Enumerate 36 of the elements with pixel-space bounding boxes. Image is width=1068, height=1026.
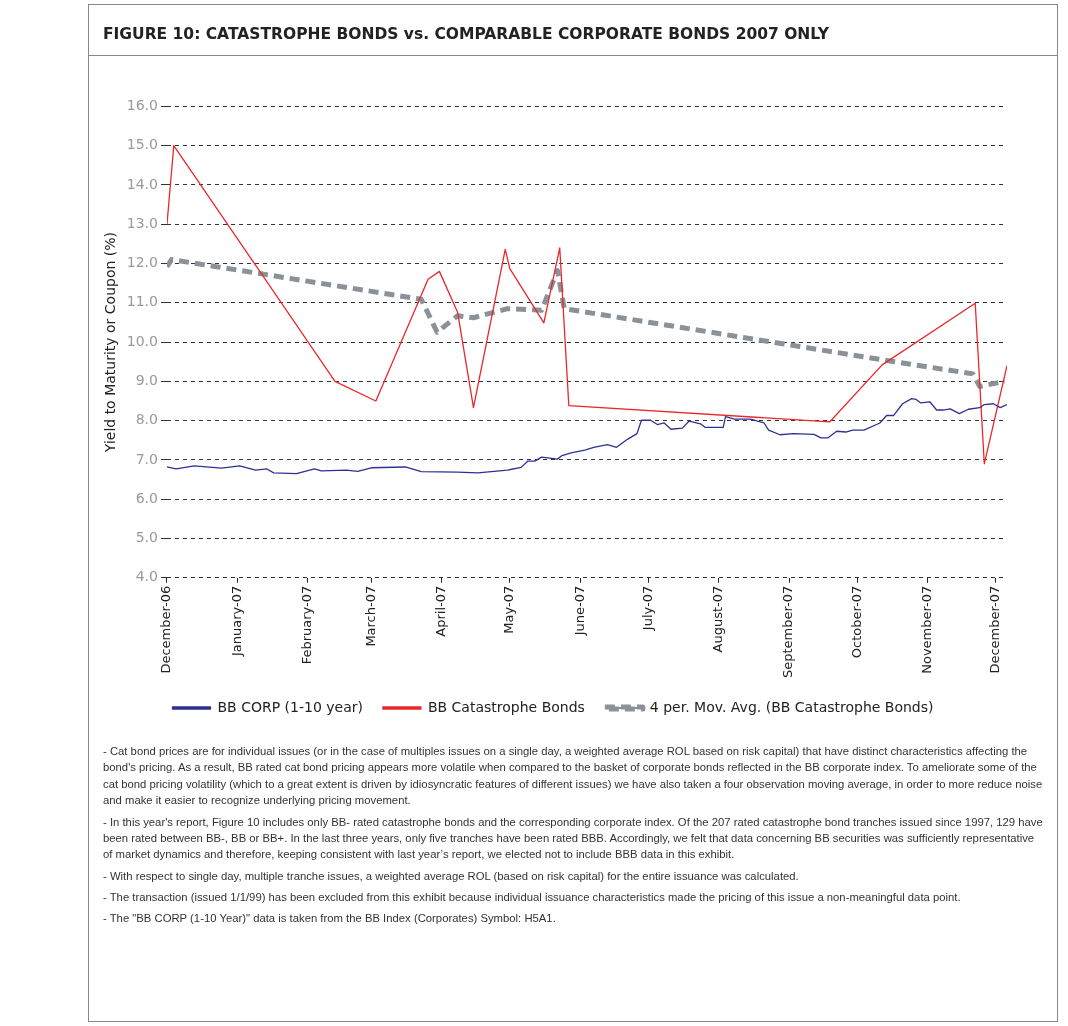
text: - In this year's report, Figure 10 includes only BB- rated catastrophe bonds and the corresponding corporate index. Of the 207 rated catastrophe bond tranches issued since 1997, 129 have been rated between BB-, BB or BB+. In the last three years, only five tranches have been rated BBB. Accordingly, we felt that data concerning BB securities was sufficiently representative of market dynamics and therefore, keeping consistent with last year’s report, we elected not to include BBB data in this exhibit. <box>103 814 1043 863</box>
text: - Cat bond prices are for individual issues (or in the case of multiples issues on a single day, a weighted average ROL based on risk capital) that have distinct characteristics affecting the bond's pricing. As a result, BB rated cat bond pricing appears more volatile when compared to the basket of corporate bonds reflected in the BB corporate index. To ameliorate some of the cat bond pricing volatility (which to a great extent is driven by idiosyncratic features of different issues) we have also taken a four observation moving average, in order to more reduce noise and make it easier to recognize underlying pricing movement. <box>103 744 1043 809</box>
legend-label: BB Catastrophe Bonds <box>427 698 585 715</box>
x-tick-label: January-07 <box>228 585 244 658</box>
text: - The transaction (issued 1/1/99) has been excluded from this exhibit because individual issuance characteristics made the pricing of this issue a non-meaningful data point. <box>103 890 962 905</box>
x-tick-label: October-07 <box>848 585 864 659</box>
legend-label: BB CORP (1-10 year) <box>217 698 363 715</box>
legend-label: 4 per. Mov. Avg. (BB Catastrophe Bonds) <box>649 698 934 715</box>
y-tick-label: 9.0 <box>135 371 158 388</box>
y-tick-label: 16.0 <box>126 97 158 114</box>
y-tick-label: 14.0 <box>126 175 158 192</box>
y-tick-label: 5.0 <box>135 529 158 546</box>
x-tick-label: December-07 <box>987 585 1003 674</box>
y-tick-label: 6.0 <box>135 489 158 506</box>
y-tick-label: 4.0 <box>135 568 158 585</box>
x-tick-label: February-07 <box>299 585 315 665</box>
x-tick-label: March-07 <box>362 585 378 647</box>
y-axis-title: Yield to Maturity or Coupon (%) <box>102 231 119 454</box>
x-tick-label: November-07 <box>918 585 934 674</box>
y-tick-label: 13.0 <box>126 214 158 231</box>
y-tick-label: 12.0 <box>126 254 158 271</box>
x-tick-label: December-06 <box>158 585 174 674</box>
y-tick-label: 7.0 <box>135 450 158 467</box>
x-tick-label: July-07 <box>639 585 655 632</box>
y-tick-label: 8.0 <box>135 411 158 428</box>
text: - With respect to single day, multiple tranche issues, a weighted average ROL (based on risk capital) for the entire issuance was calculated. <box>103 868 800 884</box>
chart-title: FIGURE 10: CATASTROPHE BONDS vs. COMPARABLE CORPORATE BONDS 2007 ONLY <box>103 25 830 43</box>
y-tick-label: 10.0 <box>126 332 158 349</box>
y-tick-label: 11.0 <box>126 293 158 310</box>
text: - The "BB CORP (1-10 Year)" data is taken from the BB Index (Corporates) Symbol: H5A1. <box>103 911 557 927</box>
x-tick-label: September-07 <box>780 585 796 679</box>
x-tick-label: June-07 <box>571 585 587 637</box>
y-tick-label: 15.0 <box>126 136 158 153</box>
x-tick-label: April-07 <box>433 585 449 637</box>
x-tick-label: May-07 <box>501 585 517 634</box>
x-tick-label: August-07 <box>710 585 726 653</box>
